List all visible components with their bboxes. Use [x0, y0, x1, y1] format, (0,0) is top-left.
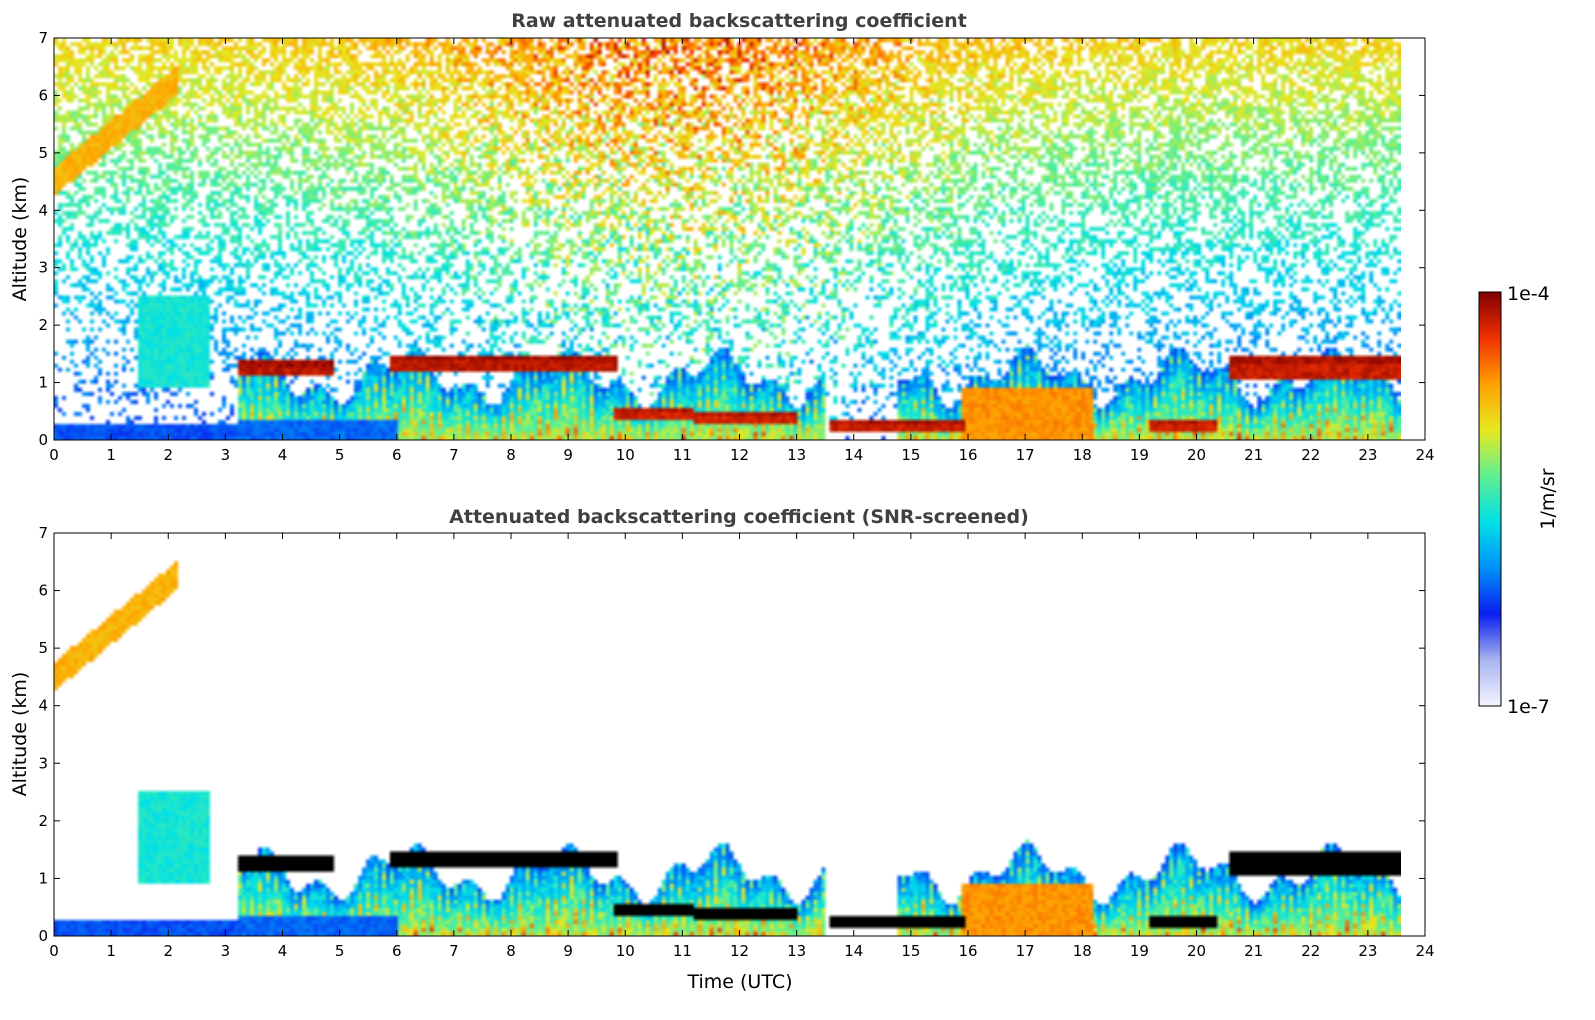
y-tick-label: 7 [38, 29, 48, 47]
x-tick-label: 24 [1415, 942, 1434, 960]
x-tick-label: 20 [1187, 446, 1206, 464]
colorbar: 1e-4 1e-7 1/m/sr [1478, 283, 1559, 718]
x-tick-label: 16 [958, 942, 977, 960]
x-tick-label: 3 [221, 942, 231, 960]
y-tick-label: 3 [38, 259, 48, 277]
x-tick-label: 1 [106, 446, 116, 464]
panel-raw-plot [54, 38, 1401, 440]
y-tick-label: 5 [38, 144, 48, 162]
x-tick-label: 9 [563, 942, 573, 960]
x-tick-label: 10 [616, 942, 635, 960]
x-tick-label: 5 [335, 446, 345, 464]
x-tick-label: 11 [673, 446, 692, 464]
x-tick-label: 19 [1130, 446, 1149, 464]
panel-raw-ticks: 0 1 2 3 4 5 6 7 8 9 10 11 12 13 14 15 16 17 18 19 20 21 22 23 24… [38, 29, 1434, 464]
panel-raw: Raw attenuated backscattering coefficien… [9, 10, 1435, 464]
colorbar-min-label: 1e-7 [1507, 696, 1550, 718]
x-tick-label: 17 [1016, 446, 1035, 464]
x-tick-label: 2 [163, 942, 173, 960]
x-tick-label: 23 [1358, 446, 1377, 464]
colorbar-gradient [1478, 291, 1502, 707]
panel-screened-plot [54, 533, 1401, 936]
x-tick-label: 18 [1073, 942, 1092, 960]
y-tick-label: 6 [38, 86, 48, 104]
panel-raw-heatmap [54, 38, 1401, 440]
x-tick-label: 0 [49, 942, 59, 960]
x-tick-label: 18 [1073, 446, 1092, 464]
x-tick-label: 1 [106, 942, 116, 960]
x-tick-label: 24 [1415, 446, 1434, 464]
y-tick-label: 1 [38, 374, 48, 392]
x-tick-label: 10 [616, 446, 635, 464]
x-tick-label: 20 [1187, 942, 1206, 960]
y-tick-label: 0 [38, 927, 48, 945]
y-tick-label: 5 [38, 639, 48, 657]
x-tick-label: 21 [1244, 942, 1263, 960]
y-tick-label: 4 [38, 201, 48, 219]
y-tick-label: 4 [38, 697, 48, 715]
x-tick-label: 22 [1301, 446, 1320, 464]
x-tick-label: 16 [958, 446, 977, 464]
panel-screened-heatmap [54, 533, 1401, 936]
panel-raw-frame [53, 37, 1426, 441]
panel-screened-xlabel: Time (UTC) [686, 971, 792, 993]
x-tick-label: 19 [1130, 942, 1149, 960]
x-tick-label: 5 [335, 942, 345, 960]
x-tick-label: 6 [392, 446, 402, 464]
x-tick-label: 23 [1358, 942, 1377, 960]
panel-screened-ylabel: Altitude (km) [9, 672, 31, 797]
colorbar-max-label: 1e-4 [1507, 283, 1550, 305]
x-tick-label: 12 [730, 942, 749, 960]
x-tick-label: 4 [278, 446, 288, 464]
x-tick-label: 4 [278, 942, 288, 960]
panel-screened-title: Attenuated backscattering coefficient (S… [449, 506, 1029, 528]
x-tick-label: 21 [1244, 446, 1263, 464]
panel-raw-title: Raw attenuated backscattering coefficien… [511, 10, 967, 32]
x-tick-label: 6 [392, 942, 402, 960]
y-tick-label: 7 [38, 524, 48, 542]
x-tick-label: 8 [506, 446, 516, 464]
x-tick-label: 22 [1301, 942, 1320, 960]
x-tick-label: 17 [1016, 942, 1035, 960]
x-tick-label: 9 [563, 446, 573, 464]
y-tick-label: 3 [38, 754, 48, 772]
panel-screened: Attenuated backscattering coefficient (S… [9, 506, 1435, 993]
y-tick-label: 2 [38, 316, 48, 334]
x-tick-label: 14 [844, 942, 863, 960]
colorbar-unit-label: 1/m/sr [1537, 468, 1559, 529]
y-tick-label: 0 [38, 431, 48, 449]
x-tick-label: 7 [449, 942, 459, 960]
x-tick-label: 8 [506, 942, 516, 960]
x-tick-label: 15 [901, 942, 920, 960]
x-tick-label: 13 [787, 942, 806, 960]
x-tick-label: 15 [901, 446, 920, 464]
x-tick-label: 0 [49, 446, 59, 464]
x-tick-label: 2 [163, 446, 173, 464]
x-tick-label: 7 [449, 446, 459, 464]
panel-screened-frame [53, 532, 1426, 937]
panel-raw-ylabel: Altitude (km) [9, 177, 31, 302]
x-tick-label: 13 [787, 446, 806, 464]
x-tick-label: 11 [673, 942, 692, 960]
x-tick-label: 12 [730, 446, 749, 464]
y-tick-label: 6 [38, 582, 48, 600]
y-tick-label: 2 [38, 812, 48, 830]
y-tick-label: 1 [38, 869, 48, 887]
x-tick-label: 3 [221, 446, 231, 464]
x-tick-label: 14 [844, 446, 863, 464]
